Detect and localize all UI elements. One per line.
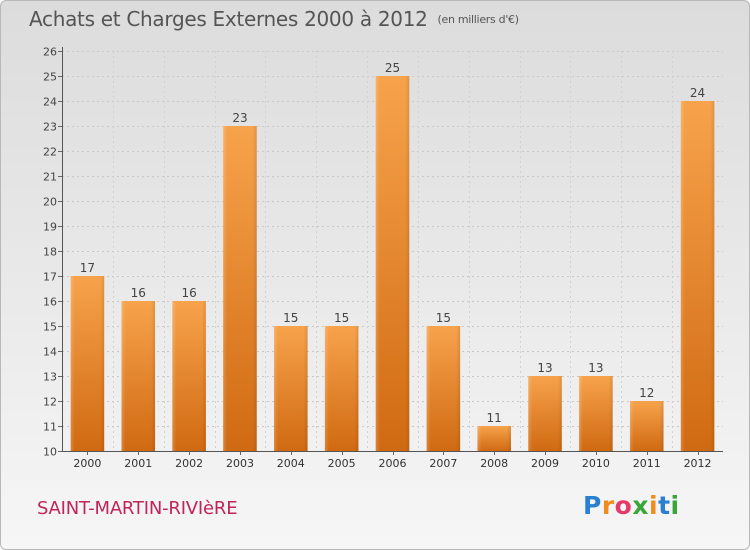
y-tick-label: 21 bbox=[43, 171, 57, 184]
x-tick-label: 2005 bbox=[328, 457, 356, 470]
y-tick-label: 14 bbox=[43, 346, 57, 359]
y-tick-label: 23 bbox=[43, 121, 57, 134]
bar-shading bbox=[121, 301, 156, 451]
logo-letter: t bbox=[658, 491, 671, 520]
logo-letter: o bbox=[614, 491, 633, 520]
x-tick-label: 2002 bbox=[175, 457, 203, 470]
bar-shading bbox=[172, 301, 206, 451]
bar-shading bbox=[426, 326, 461, 451]
bar-shading bbox=[579, 376, 613, 451]
y-tick-label: 16 bbox=[43, 296, 57, 309]
logo-letter: r bbox=[601, 491, 615, 520]
bar-shading bbox=[274, 326, 308, 451]
bar-shading bbox=[680, 101, 715, 451]
y-tick-label: 18 bbox=[43, 246, 57, 259]
bar-shading bbox=[375, 76, 410, 451]
data-label: 23 bbox=[232, 111, 247, 125]
labels: 10 11 12 13 14 15 16 17 18 19 20 21 22 23 24 25 26 17 2000… bbox=[43, 46, 712, 471]
x-tick-label: 2012 bbox=[684, 457, 712, 470]
bar-shading bbox=[477, 426, 511, 451]
x-tick-label: 2007 bbox=[429, 457, 457, 470]
y-tick-label: 13 bbox=[43, 371, 57, 384]
data-label: 15 bbox=[334, 311, 349, 325]
location-name: SAINT-MARTIN-RIVIèRE bbox=[37, 498, 238, 519]
logo-letter: i bbox=[670, 491, 680, 520]
y-tick-label: 11 bbox=[43, 421, 57, 434]
logo-letter: P bbox=[583, 491, 602, 520]
y-tick-label: 15 bbox=[43, 321, 57, 334]
y-tick-label: 25 bbox=[43, 71, 57, 84]
chart-subtitle: (en milliers d'€) bbox=[437, 13, 519, 26]
data-label: 24 bbox=[690, 86, 705, 100]
axes bbox=[58, 47, 723, 455]
data-label: 16 bbox=[181, 286, 196, 300]
bar-shading bbox=[528, 376, 562, 451]
data-label: 15 bbox=[283, 311, 298, 325]
bar-shading bbox=[629, 401, 664, 451]
logo-letter: i bbox=[649, 491, 659, 520]
data-label: 12 bbox=[639, 386, 654, 400]
y-tick-label: 22 bbox=[43, 146, 57, 159]
y-tick-label: 20 bbox=[43, 196, 57, 209]
title-text: Achats et Charges Externes 2000 à 2012 bbox=[29, 7, 428, 31]
x-tick-label: 2003 bbox=[226, 457, 254, 470]
bars bbox=[70, 76, 715, 451]
y-tick-label: 19 bbox=[43, 221, 57, 234]
data-label: 15 bbox=[436, 311, 451, 325]
x-tick-label: 2008 bbox=[480, 457, 508, 470]
data-label: 16 bbox=[131, 286, 146, 300]
x-tick-label: 2001 bbox=[124, 457, 152, 470]
x-tick-label: 2000 bbox=[73, 457, 101, 470]
logo-letter: x bbox=[632, 491, 649, 520]
y-tick-label: 12 bbox=[43, 396, 57, 409]
data-label: 13 bbox=[588, 361, 603, 375]
x-tick-label: 2004 bbox=[277, 457, 305, 470]
bar-shading bbox=[223, 126, 257, 451]
y-tick-label: 26 bbox=[43, 46, 57, 59]
chart-title: Achats et Charges Externes 2000 à 2012 (e… bbox=[29, 7, 519, 31]
data-label: 17 bbox=[80, 261, 95, 275]
x-tick-label: 2009 bbox=[531, 457, 559, 470]
y-tick-label: 10 bbox=[43, 446, 57, 459]
bar-shading bbox=[70, 276, 105, 451]
bar-shading bbox=[324, 326, 359, 451]
data-label: 13 bbox=[537, 361, 552, 375]
data-label: 11 bbox=[487, 411, 502, 425]
x-tick-label: 2010 bbox=[582, 457, 610, 470]
y-tick-label: 17 bbox=[43, 271, 57, 284]
x-tick-label: 2011 bbox=[633, 457, 661, 470]
y-tick-label: 24 bbox=[43, 96, 57, 109]
x-tick-label: 2006 bbox=[379, 457, 407, 470]
data-label: 25 bbox=[385, 61, 400, 75]
proxiti-logo: Proxiti bbox=[583, 491, 680, 520]
